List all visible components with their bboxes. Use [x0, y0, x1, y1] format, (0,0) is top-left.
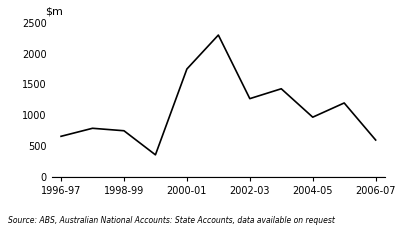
- Text: Source: ABS, Australian National Accounts: State Accounts, data available on req: Source: ABS, Australian National Account…: [8, 216, 335, 225]
- Text: $m: $m: [45, 7, 63, 17]
